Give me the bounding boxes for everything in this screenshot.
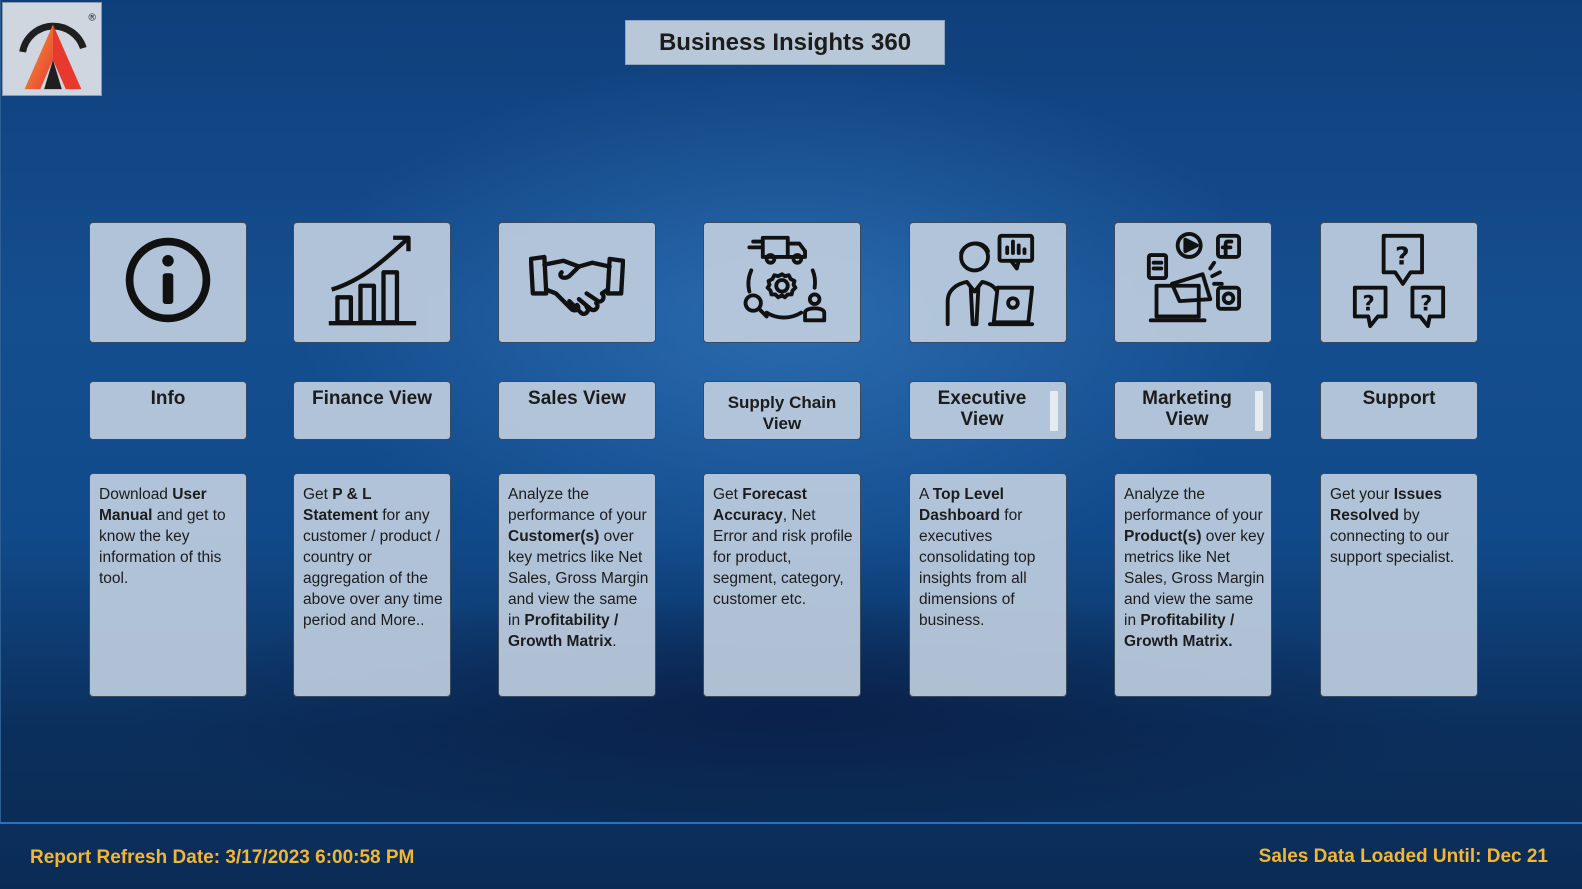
- page-title: Business Insights 360: [625, 20, 945, 65]
- support-nav-button[interactable]: Support: [1320, 381, 1478, 440]
- sales-data-loaded-until: Sales Data Loaded Until: Dec 21: [1258, 846, 1548, 867]
- description-highlight: Product(s): [1124, 528, 1202, 545]
- description-text: over key metrics like Net Sales, Gross M…: [1124, 528, 1265, 629]
- sales-view-nav-button[interactable]: Sales View: [498, 381, 656, 440]
- description-highlight: Customer(s): [508, 528, 600, 545]
- info-icon: [120, 230, 216, 335]
- info-nav-button[interactable]: Info: [89, 381, 247, 440]
- finance-view-description: Get P & L Statement for any customer / p…: [293, 473, 451, 697]
- svg-text:?: ?: [1395, 242, 1409, 271]
- description-highlight: Profitability / Growth Matrix: [508, 612, 619, 650]
- description-text: , Net Error and risk profile for product…: [713, 507, 853, 608]
- executive-icon: [940, 230, 1036, 335]
- marketing-view-icon-button[interactable]: [1114, 222, 1272, 343]
- description-text: for executives consolidating top insight…: [919, 507, 1036, 629]
- description-highlight: Top Level Dashboard: [919, 486, 1004, 524]
- description-text: by connecting to our support specialist.: [1330, 507, 1455, 566]
- supply-chain-view-icon-button[interactable]: [703, 222, 861, 343]
- description-highlight: User Manual: [99, 486, 207, 524]
- finance-view-nav-button[interactable]: Finance View: [293, 381, 451, 440]
- supply-chain-icon: [734, 230, 830, 335]
- description-text: Get: [303, 486, 333, 503]
- support-icon: ???: [1351, 230, 1447, 335]
- supply-chain-view-nav-button[interactable]: Supply Chain View: [703, 381, 861, 440]
- info-icon-button[interactable]: [89, 222, 247, 343]
- sales-view-icon-button[interactable]: [498, 222, 656, 343]
- svg-text:®: ®: [87, 13, 97, 24]
- growth-chart-icon: [324, 230, 420, 335]
- marketing-view-description: Analyze the performance of your Product(…: [1114, 473, 1272, 697]
- nav-button-label: Finance View: [311, 388, 433, 409]
- nav-button-label: Executive View: [937, 388, 1027, 430]
- nav-button-label: Sales View: [528, 388, 626, 409]
- support-description: Get your Issues Resolved by connecting t…: [1320, 473, 1478, 697]
- svg-text:?: ?: [1363, 291, 1375, 316]
- report-refresh-date: Report Refresh Date: 3/17/2023 6:00:58 P…: [30, 847, 415, 868]
- finance-view-icon-button[interactable]: [293, 222, 451, 343]
- description-text: and get to know the key information of t…: [99, 507, 226, 587]
- supply-chain-view-description: Get Forecast Accuracy, Net Error and ris…: [703, 473, 861, 697]
- description-text: over key metrics like Net Sales, Gross M…: [508, 528, 649, 629]
- sales-view-description: Analyze the performance of your Customer…: [498, 473, 656, 697]
- status-footer: Report Refresh Date: 3/17/2023 6:00:58 P…: [0, 822, 1582, 889]
- company-logo: ®: [2, 2, 102, 96]
- handshake-icon: [528, 230, 626, 335]
- info-description: Download User Manual and get to know the…: [89, 473, 247, 697]
- nav-button-label: Info: [150, 388, 186, 409]
- description-text: Download: [99, 486, 173, 503]
- support-icon-button[interactable]: ???: [1320, 222, 1478, 343]
- label-scrollbar[interactable]: [1255, 391, 1263, 431]
- nav-button-label: Supply Chain View: [727, 393, 837, 433]
- executive-view-nav-button[interactable]: Executive View: [909, 381, 1067, 440]
- description-text: Get your: [1330, 486, 1394, 503]
- description-text: Get: [713, 486, 743, 503]
- frame-edge: [0, 0, 1, 889]
- description-text: Analyze the performance of your: [1124, 486, 1263, 524]
- description-highlight: Profitability / Growth Matrix.: [1124, 612, 1235, 650]
- nav-button-label: Support: [1362, 388, 1436, 409]
- description-text: .: [612, 633, 617, 650]
- svg-text:?: ?: [1420, 291, 1432, 316]
- description-text: for any customer / product / country or …: [303, 507, 443, 629]
- marketing-icon: [1145, 230, 1241, 335]
- description-highlight: Forecast Accuracy: [713, 486, 807, 524]
- description-highlight: P & L Statement: [303, 486, 378, 524]
- description-text: A: [919, 486, 933, 503]
- executive-view-icon-button[interactable]: [909, 222, 1067, 343]
- description-text: Analyze the performance of your: [508, 486, 647, 524]
- nav-button-label: Marketing View: [1142, 388, 1232, 430]
- executive-view-description: A Top Level Dashboard for executives con…: [909, 473, 1067, 697]
- marketing-view-nav-button[interactable]: Marketing View: [1114, 381, 1272, 440]
- label-scrollbar[interactable]: [1050, 391, 1058, 431]
- description-highlight: Issues Resolved: [1330, 486, 1443, 524]
